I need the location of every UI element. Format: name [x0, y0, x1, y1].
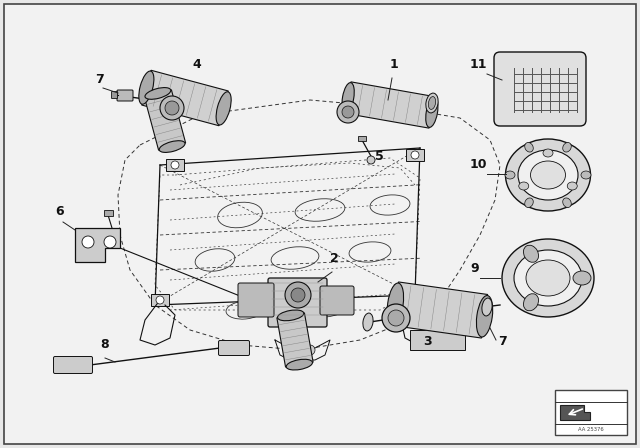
Circle shape: [367, 156, 375, 164]
Circle shape: [305, 345, 315, 355]
Text: 3: 3: [423, 335, 431, 348]
Circle shape: [342, 106, 354, 118]
Polygon shape: [277, 313, 313, 367]
Ellipse shape: [573, 271, 591, 285]
Circle shape: [290, 345, 300, 355]
Circle shape: [382, 304, 410, 332]
Ellipse shape: [518, 150, 578, 200]
FancyBboxPatch shape: [268, 278, 327, 327]
Ellipse shape: [514, 250, 582, 306]
FancyBboxPatch shape: [54, 357, 93, 374]
Ellipse shape: [505, 171, 515, 179]
Ellipse shape: [567, 182, 577, 190]
Bar: [358, 136, 366, 141]
Bar: [166, 159, 184, 171]
Circle shape: [82, 236, 94, 248]
Circle shape: [285, 282, 311, 308]
FancyBboxPatch shape: [320, 286, 354, 315]
FancyBboxPatch shape: [117, 90, 133, 101]
Circle shape: [165, 101, 179, 115]
Polygon shape: [392, 282, 488, 338]
Ellipse shape: [563, 142, 572, 152]
Ellipse shape: [145, 88, 171, 99]
Ellipse shape: [519, 182, 529, 190]
Ellipse shape: [278, 310, 304, 321]
Ellipse shape: [476, 296, 493, 337]
Text: 8: 8: [100, 338, 109, 351]
Polygon shape: [145, 90, 186, 150]
Text: 5: 5: [375, 150, 384, 163]
Ellipse shape: [216, 92, 231, 125]
Ellipse shape: [139, 71, 154, 104]
Text: 9: 9: [470, 262, 479, 275]
Ellipse shape: [428, 97, 436, 109]
FancyBboxPatch shape: [218, 340, 250, 356]
FancyBboxPatch shape: [494, 52, 586, 126]
Text: 11: 11: [470, 58, 488, 71]
Ellipse shape: [525, 198, 533, 207]
Ellipse shape: [581, 171, 591, 179]
Circle shape: [104, 236, 116, 248]
Polygon shape: [141, 70, 228, 126]
Text: 1: 1: [390, 58, 399, 71]
Ellipse shape: [543, 149, 553, 157]
Circle shape: [160, 96, 184, 120]
Ellipse shape: [159, 141, 185, 152]
Bar: [104, 210, 113, 216]
Ellipse shape: [524, 245, 538, 262]
Ellipse shape: [525, 142, 533, 152]
Ellipse shape: [526, 260, 570, 296]
Text: 2: 2: [330, 252, 339, 265]
Circle shape: [416, 291, 424, 299]
FancyBboxPatch shape: [238, 283, 274, 317]
Circle shape: [291, 288, 305, 302]
Circle shape: [411, 151, 419, 159]
Ellipse shape: [531, 161, 566, 189]
Ellipse shape: [342, 82, 355, 112]
Ellipse shape: [482, 298, 492, 316]
Circle shape: [156, 296, 164, 304]
Ellipse shape: [387, 283, 404, 324]
Bar: [151, 294, 169, 306]
FancyBboxPatch shape: [410, 330, 465, 350]
Ellipse shape: [506, 139, 591, 211]
Bar: [555, 390, 627, 435]
Text: 4: 4: [192, 58, 201, 71]
Bar: [406, 149, 424, 161]
Circle shape: [388, 310, 404, 326]
Polygon shape: [346, 82, 435, 128]
Ellipse shape: [563, 198, 572, 207]
Text: 7: 7: [498, 335, 507, 348]
Bar: [411, 289, 429, 301]
Polygon shape: [560, 405, 590, 420]
Text: 10: 10: [470, 158, 488, 171]
Ellipse shape: [426, 93, 438, 113]
Text: 6: 6: [55, 205, 63, 218]
Ellipse shape: [286, 359, 312, 370]
Circle shape: [337, 101, 359, 123]
FancyBboxPatch shape: [111, 91, 118, 99]
Circle shape: [171, 161, 179, 169]
Ellipse shape: [426, 97, 438, 127]
Ellipse shape: [502, 239, 594, 317]
Text: AA 25376: AA 25376: [578, 427, 604, 432]
Ellipse shape: [524, 294, 538, 311]
Polygon shape: [75, 228, 120, 262]
Ellipse shape: [363, 313, 373, 331]
Text: 7: 7: [95, 73, 104, 86]
